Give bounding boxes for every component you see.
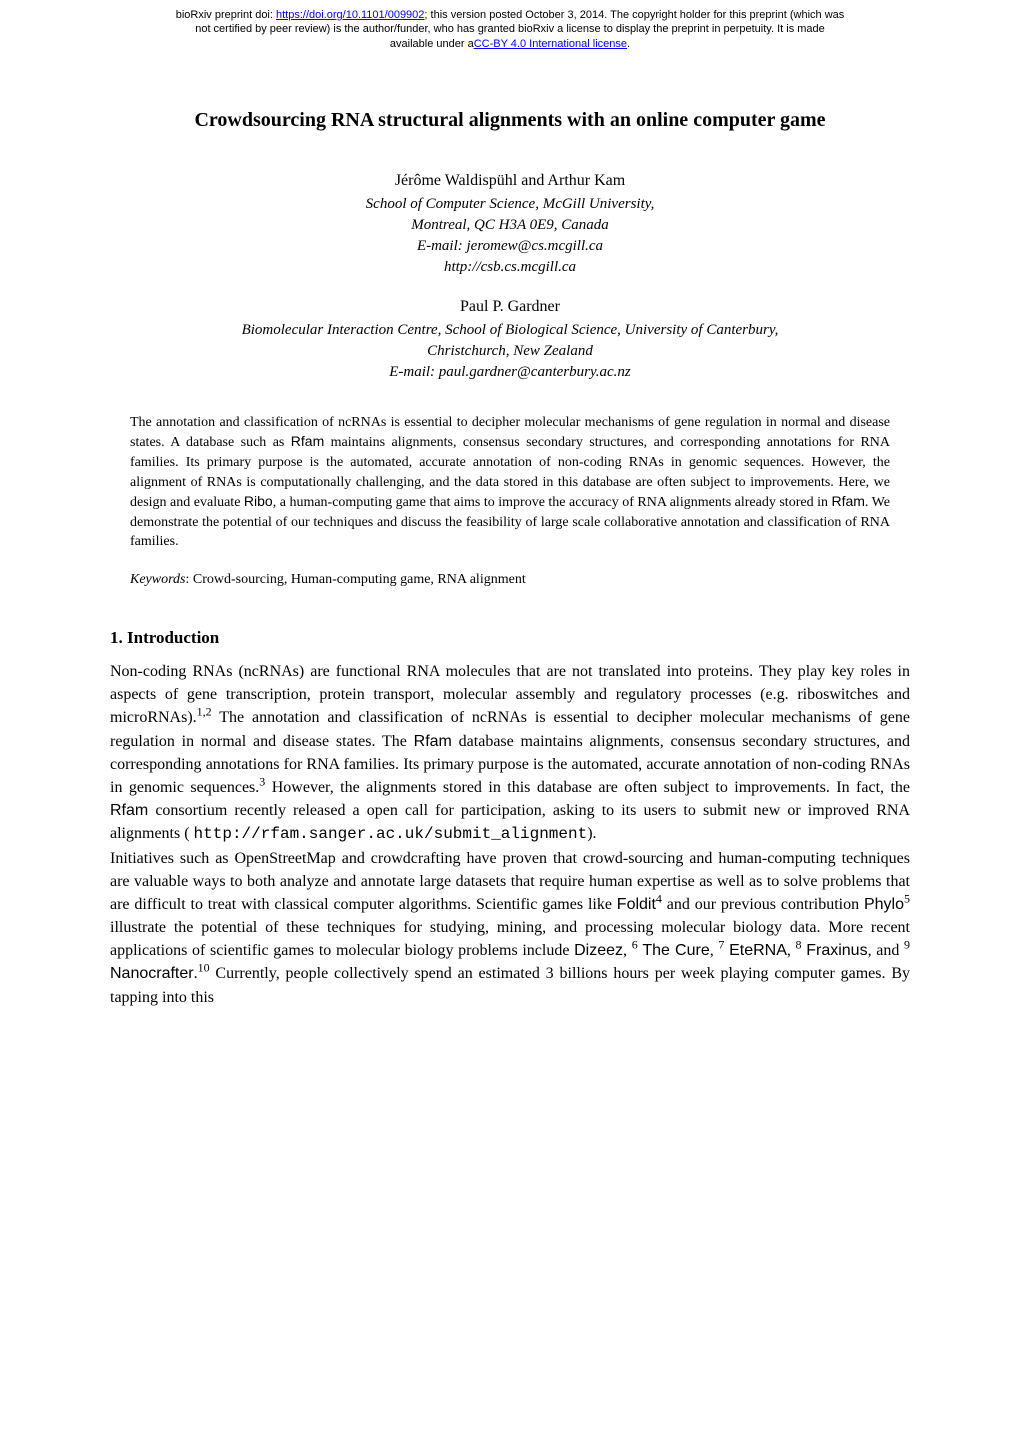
nanocrafter-ref: Nanocrafter	[110, 965, 194, 982]
body-text: Currently, people collectively spend an …	[110, 965, 910, 1005]
preprint-text-3: not certified by peer review) is the aut…	[195, 23, 825, 35]
page-content: Crowdsourcing RNA structural alignments …	[0, 59, 1020, 1049]
citation-sup: 7	[718, 938, 724, 952]
affil-line: Christchurch, New Zealand	[110, 341, 910, 362]
rfam-ref: Rfam	[291, 433, 324, 449]
preprint-banner: bioRxiv preprint doi: https://doi.org/10…	[0, 0, 1020, 59]
preprint-text-4: available under a	[390, 38, 474, 50]
paper-title: Crowdsourcing RNA structural alignments …	[110, 109, 910, 132]
preprint-text-1: bioRxiv preprint doi:	[176, 9, 276, 21]
affiliation-2: Biomolecular Interaction Centre, School …	[110, 320, 910, 383]
rfam-ref: Rfam	[831, 493, 864, 509]
preprint-text-2: ; this version posted October 3, 2014. T…	[424, 9, 844, 21]
phylo-ref: Phylo	[864, 896, 904, 913]
affil-line: Montreal, QC H3A 0E9, Canada	[110, 215, 910, 236]
author-block-1: Jérôme Waldispühl and Arthur Kam School …	[110, 172, 910, 278]
body-text: ,	[623, 942, 632, 959]
affil-line: School of Computer Science, McGill Unive…	[110, 194, 910, 215]
affil-line: E-mail: paul.gardner@canterbury.ac.nz	[110, 362, 910, 383]
doi-link[interactable]: https://doi.org/10.1101/009902	[276, 9, 424, 21]
author-block-2: Paul P. Gardner Biomolecular Interaction…	[110, 298, 910, 383]
thecure-ref: The Cure	[642, 942, 709, 959]
keywords: Keywords: Crowd-sourcing, Human-computin…	[130, 572, 890, 588]
affil-line: E-mail: jeromew@cs.mcgill.ca	[110, 236, 910, 257]
eterna-ref: EteRNA	[729, 942, 787, 959]
body-text: and our previous contribution	[662, 896, 864, 913]
abstract: The annotation and classification of ncR…	[130, 413, 890, 552]
affiliation-1: School of Computer Science, McGill Unive…	[110, 194, 910, 278]
paragraph-2: Initiatives such as OpenStreetMap and cr…	[110, 847, 910, 1009]
rfam-ref: Rfam	[110, 802, 148, 819]
body-text: ,	[787, 942, 796, 959]
citation-sup: 1,2	[197, 705, 212, 719]
section-1-body: Non-coding RNAs (ncRNAs) are functional …	[110, 660, 910, 1009]
foldit-ref: Foldit	[617, 896, 656, 913]
affil-line: http://csb.cs.mcgill.ca	[110, 257, 910, 278]
keywords-label: Keywords	[130, 572, 185, 587]
author-name-1: Jérôme Waldispühl and Arthur Kam	[110, 172, 910, 190]
affil-line: Biomolecular Interaction Centre, School …	[110, 320, 910, 341]
section-heading-1: 1. Introduction	[110, 628, 910, 648]
author-name-2: Paul P. Gardner	[110, 298, 910, 316]
citation-sup: 6	[632, 938, 638, 952]
citation-sup: 8	[796, 938, 802, 952]
dizeez-ref: Dizeez	[574, 942, 623, 959]
body-text: , and	[868, 942, 904, 959]
url-text: http://rfam.sanger.ac.uk/submit_alignmen…	[194, 825, 588, 843]
rfam-ref: Rfam	[414, 733, 452, 750]
license-link[interactable]: CC-BY 4.0 International license	[474, 38, 627, 50]
citation-sup: 10	[198, 961, 210, 975]
body-text: ).	[587, 825, 596, 842]
keywords-text: : Crowd-sourcing, Human-computing game, …	[185, 572, 525, 587]
abstract-text: , a human-computing game that aims to im…	[273, 495, 832, 510]
paragraph-1: Non-coding RNAs (ncRNAs) are functional …	[110, 660, 910, 847]
citation-sup: 5	[904, 892, 910, 906]
ribo-ref: Ribo	[244, 493, 273, 509]
citation-sup: 9	[904, 938, 910, 952]
preprint-text-5: .	[627, 38, 630, 50]
body-text: However, the alignments stored in this d…	[265, 779, 910, 796]
fraxinus-ref: Fraxinus	[806, 942, 867, 959]
